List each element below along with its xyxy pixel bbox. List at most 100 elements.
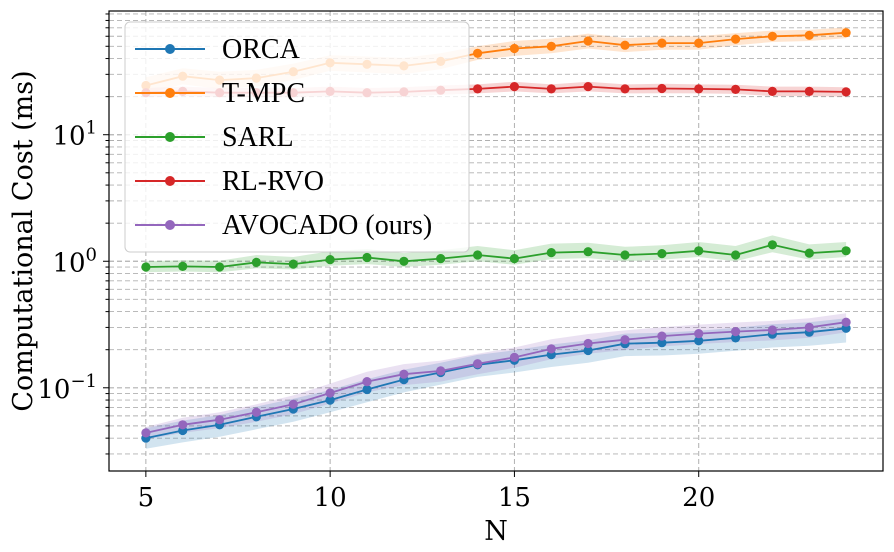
x-tick-label: 5 (138, 483, 155, 513)
point-rl-rvo (509, 82, 519, 92)
point-sarl (546, 248, 556, 258)
point-avocado-ours (141, 428, 151, 438)
point-sarl (767, 240, 778, 250)
point-avocado-ours (767, 325, 778, 335)
point-rl-rvo (731, 84, 741, 94)
point-rl-rvo (804, 86, 814, 96)
point-sarl (804, 248, 814, 258)
point-avocado-ours (251, 407, 261, 417)
legend-label: AVOCADO (ours) (222, 210, 432, 241)
x-tick-label: 15 (498, 483, 531, 513)
point-sarl (251, 257, 261, 267)
point-t-mpc (731, 34, 741, 44)
point-avocado-ours (436, 366, 446, 376)
legend-marker (165, 44, 175, 54)
point-sarl (583, 247, 593, 257)
legend-label: ORCA (222, 34, 301, 65)
legend-marker (165, 132, 175, 142)
legend: ORCA T-MPC SARL RL-RVO AVOCADO (ours) (124, 21, 470, 253)
point-orca (694, 336, 704, 346)
legend-entry-orca: ORCA (135, 34, 301, 65)
point-avocado-ours (583, 338, 593, 349)
point-avocado-ours (841, 317, 851, 327)
point-sarl (657, 249, 667, 259)
point-avocado-ours (694, 329, 704, 339)
legend-label: T-MPC (222, 78, 305, 109)
point-sarl (362, 252, 372, 263)
point-t-mpc (583, 36, 593, 46)
band-t-mpc (145, 27, 847, 94)
legend-entry-rl-rvo: RL-RVO (135, 166, 324, 197)
point-t-mpc (694, 38, 704, 48)
band-avocado-ours (145, 313, 847, 440)
legend-label: SARL (222, 122, 294, 153)
band-sarl (145, 235, 847, 273)
point-t-mpc (546, 41, 556, 51)
point-avocado-ours (288, 399, 298, 409)
plot-area-frame (108, 10, 884, 472)
point-sarl (694, 246, 704, 256)
point-sarl (731, 250, 741, 260)
point-rl-rvo (473, 84, 483, 94)
x-tick-label: 20 (682, 483, 715, 513)
point-avocado-ours (804, 322, 814, 332)
point-rl-rvo (767, 86, 778, 96)
y-axis-label: Computational Cost (ms) (8, 70, 39, 411)
point-orca (731, 333, 741, 343)
point-sarl (620, 250, 630, 260)
point-t-mpc (767, 31, 778, 41)
point-avocado-ours (657, 331, 667, 341)
point-t-mpc (509, 43, 519, 54)
axis-ticks: 5 10 15 20 10−1 100 101 (37, 13, 715, 513)
point-avocado-ours (399, 369, 409, 379)
x-tick-label: 10 (314, 483, 347, 513)
point-sarl (436, 254, 446, 264)
point-avocado-ours (509, 352, 519, 362)
point-avocado-ours (178, 420, 188, 430)
line-sarl (145, 243, 847, 268)
y-tick-label: 101 (52, 118, 97, 152)
point-rl-rvo (694, 84, 704, 94)
point-t-mpc (841, 28, 851, 38)
point-sarl (215, 262, 225, 272)
point-t-mpc (473, 48, 483, 58)
y-tick-label: 100 (52, 244, 97, 278)
point-sarl (325, 255, 335, 265)
point-sarl (399, 256, 409, 266)
point-sarl (841, 246, 851, 256)
point-t-mpc (804, 30, 814, 40)
point-avocado-ours (362, 377, 372, 387)
point-orca (325, 395, 335, 405)
point-sarl (509, 254, 519, 264)
line-avocado-ours (145, 321, 847, 434)
point-rl-rvo (657, 83, 667, 94)
point-avocado-ours (546, 344, 556, 354)
point-t-mpc (657, 38, 667, 48)
band-orca (145, 318, 847, 449)
point-avocado-ours (731, 327, 741, 337)
point-avocado-ours (325, 388, 335, 398)
point-t-mpc (620, 40, 630, 50)
point-orca (583, 345, 593, 356)
point-sarl (288, 259, 298, 269)
point-orca (657, 338, 667, 348)
point-rl-rvo (546, 84, 556, 94)
x-axis-label: N (484, 516, 508, 547)
y-tick-label: 10−1 (37, 371, 97, 405)
point-avocado-ours (473, 359, 483, 369)
point-sarl (178, 261, 188, 271)
legend-marker (165, 88, 175, 98)
point-avocado-ours (215, 415, 225, 425)
legend-entry-sarl: SARL (135, 122, 294, 153)
legend-marker (165, 176, 175, 186)
legend-label: RL-RVO (222, 166, 324, 197)
legend-entry-t-mpc: T-MPC (135, 78, 305, 109)
point-rl-rvo (620, 84, 630, 94)
point-sarl (141, 262, 151, 272)
point-rl-rvo (841, 87, 851, 97)
legend-box (124, 21, 470, 253)
point-rl-rvo (583, 82, 593, 92)
legend-marker (165, 220, 175, 230)
point-orca (362, 384, 372, 395)
